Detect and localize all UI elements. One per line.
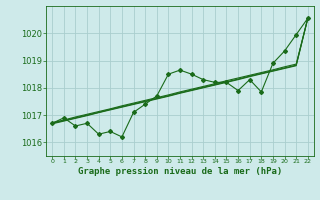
X-axis label: Graphe pression niveau de la mer (hPa): Graphe pression niveau de la mer (hPa) — [78, 167, 282, 176]
